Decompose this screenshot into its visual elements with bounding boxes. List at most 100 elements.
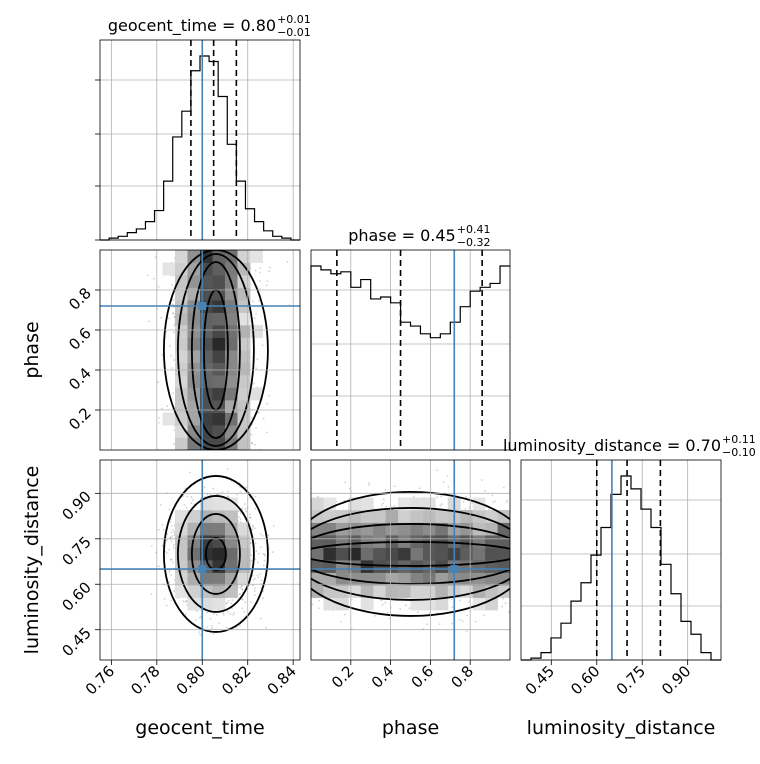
sample-point	[508, 611, 510, 613]
sample-point	[158, 422, 160, 424]
sample-point	[204, 487, 206, 489]
sample-point	[184, 504, 186, 506]
sample-point	[253, 579, 255, 581]
sample-point	[239, 491, 241, 493]
sample-point	[255, 550, 257, 552]
sample-point	[240, 512, 242, 514]
density-cell	[225, 548, 238, 561]
density-cell	[213, 523, 226, 536]
sample-point	[251, 417, 253, 419]
density-cell	[188, 338, 201, 351]
density-cell	[213, 548, 226, 561]
density-cell	[213, 338, 226, 351]
density-cell	[225, 535, 238, 548]
sample-point	[210, 618, 212, 620]
sample-point	[216, 614, 218, 616]
sample-point	[263, 564, 265, 566]
sample-point	[241, 588, 243, 590]
sample-point	[169, 571, 171, 573]
sample-point	[268, 270, 270, 272]
sample-point	[173, 359, 175, 361]
sample-point	[161, 408, 163, 410]
sample-point	[240, 587, 242, 589]
density-cell	[188, 350, 201, 363]
sample-point	[226, 627, 228, 629]
sample-point	[254, 508, 256, 510]
sample-point	[254, 444, 256, 446]
density-cell	[213, 263, 226, 276]
density-cell	[175, 275, 188, 288]
density-cell	[213, 363, 226, 376]
density-cell	[188, 573, 201, 586]
sample-point	[385, 506, 387, 508]
density-cell	[225, 510, 238, 523]
sample-point	[189, 472, 191, 474]
sample-point	[255, 367, 257, 369]
sample-point	[171, 540, 173, 542]
sample-point	[213, 633, 215, 635]
sample-point	[162, 524, 164, 526]
density-cell	[188, 548, 201, 561]
sample-point	[263, 553, 265, 555]
density-cell	[175, 560, 188, 573]
sample-point	[227, 496, 229, 498]
sample-point	[147, 274, 149, 276]
sample-point	[186, 507, 188, 509]
sample-point	[255, 313, 257, 315]
sample-point	[466, 615, 468, 617]
sample-point	[252, 575, 254, 577]
density-cell	[175, 548, 188, 561]
sample-point	[164, 598, 166, 600]
sample-point	[238, 516, 240, 518]
sample-point	[466, 631, 468, 633]
density-cell	[163, 263, 176, 276]
density-cell	[213, 560, 226, 573]
density-cell	[213, 375, 226, 388]
density-cell	[175, 535, 188, 548]
sample-point	[158, 417, 160, 419]
sample-point	[228, 600, 230, 602]
density-cell	[213, 573, 226, 586]
sample-point	[169, 345, 171, 347]
density-cell	[163, 413, 176, 426]
density-cell	[213, 535, 226, 548]
sample-point	[211, 625, 213, 627]
density-cell	[213, 350, 226, 363]
sample-point	[262, 535, 264, 537]
sample-point	[286, 261, 288, 263]
sample-point	[506, 500, 508, 502]
sample-point	[170, 600, 172, 602]
sample-point	[155, 256, 157, 258]
sample-point	[231, 599, 233, 601]
sample-point	[266, 280, 268, 282]
sample-point	[268, 395, 270, 397]
sample-point	[161, 545, 163, 547]
sample-point	[266, 432, 268, 434]
sample-point	[492, 501, 494, 503]
sample-point	[166, 539, 168, 541]
density-cell	[213, 325, 226, 338]
sample-point	[232, 614, 234, 616]
sample-point	[173, 429, 175, 431]
sample-point	[171, 531, 173, 533]
sample-point	[344, 481, 346, 483]
sample-point	[160, 317, 162, 319]
sample-point	[264, 560, 266, 562]
sample-point	[183, 495, 185, 497]
sample-point	[240, 518, 242, 520]
sample-point	[172, 535, 174, 537]
sample-point	[249, 514, 251, 516]
sample-point	[173, 332, 175, 334]
sample-point	[231, 602, 233, 604]
sample-point	[380, 599, 382, 601]
sample-point	[252, 526, 254, 528]
sample-point	[254, 590, 256, 592]
sample-point	[253, 383, 255, 385]
sample-point	[158, 286, 160, 288]
sample-point	[501, 606, 503, 608]
sample-point	[172, 529, 174, 531]
sample-point	[171, 558, 173, 560]
density-cell	[175, 438, 188, 451]
sample-point	[250, 434, 252, 436]
sample-point	[239, 625, 241, 627]
